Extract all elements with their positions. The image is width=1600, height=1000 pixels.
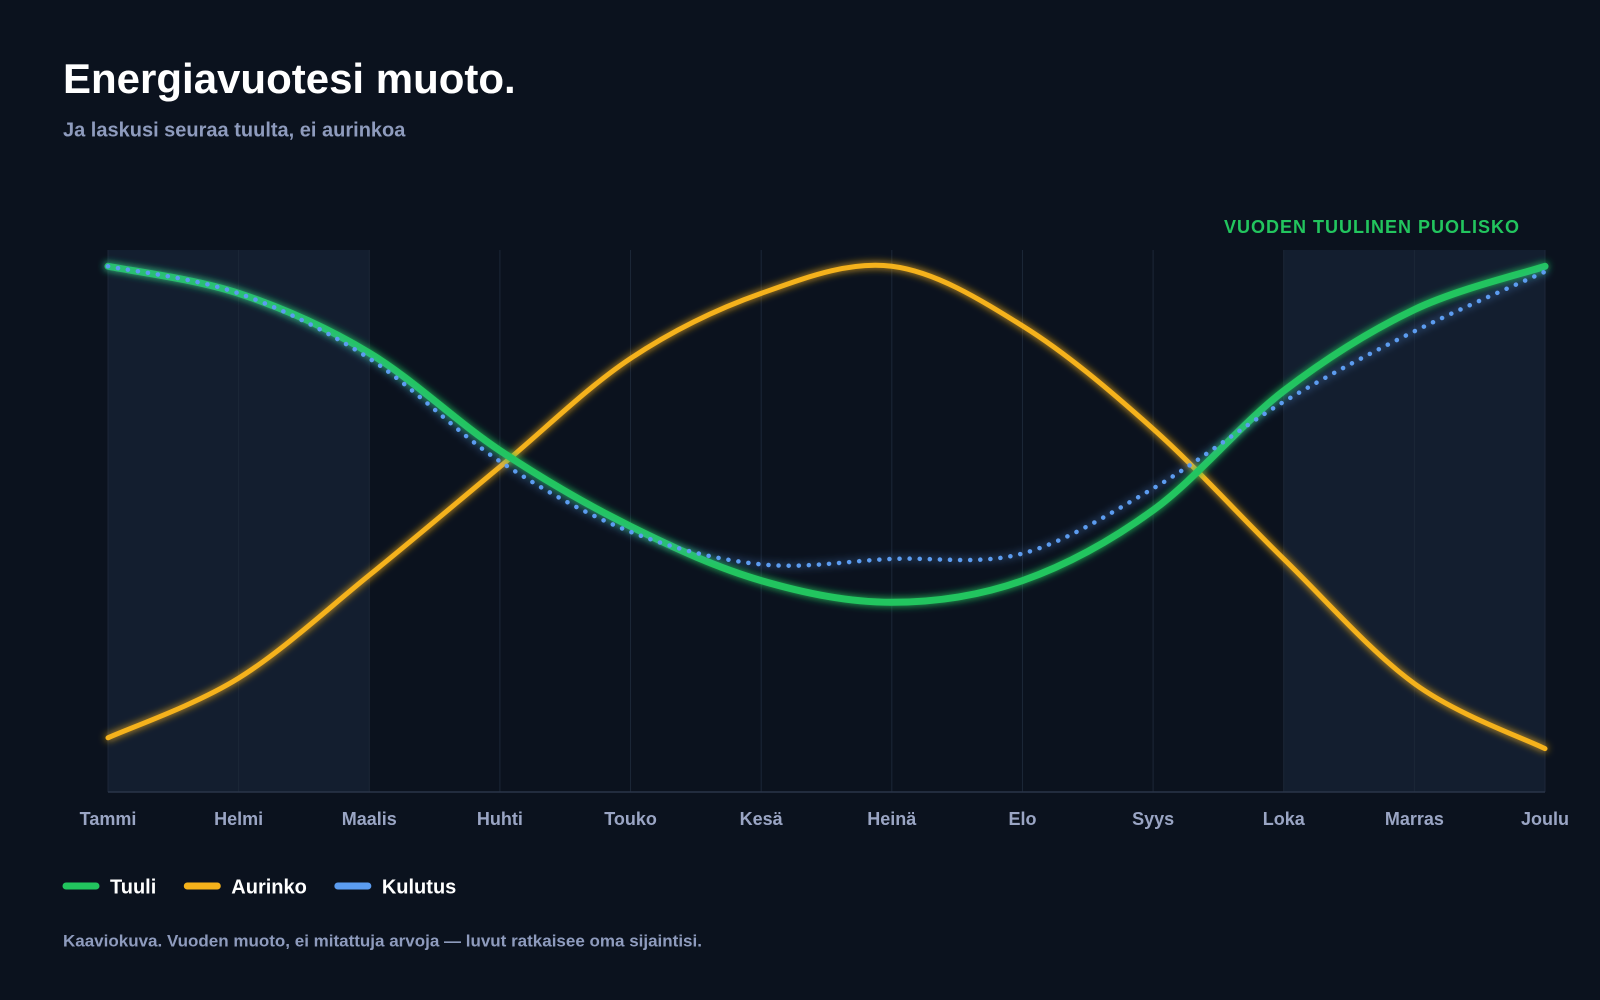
series-line (105, 262, 1548, 752)
x-tick-label: Heinä (867, 809, 917, 829)
footnote: Kaaviokuva. Vuoden muoto, ei mitattuja a… (63, 931, 702, 950)
x-tick-label: Touko (604, 809, 657, 829)
x-tick-label: Helmi (214, 809, 263, 829)
annotation: VUODEN TUULINEN PUOLISKO (1224, 217, 1520, 237)
series-line (104, 262, 1549, 606)
legend-label: Tuuli (110, 876, 156, 898)
x-tick-label: Syys (1132, 809, 1174, 829)
plot-background (107, 250, 1546, 793)
x-tick-label: Loka (1263, 809, 1306, 829)
series-line (105, 264, 1548, 568)
chart-title: Energiavuotesi muoto. (63, 55, 516, 102)
x-tick-label: Maalis (342, 809, 397, 829)
x-tick-label: Elo (1008, 809, 1036, 829)
x-tick-label: Kesä (740, 809, 784, 829)
plot-lines (104, 262, 1549, 752)
x-tick-label: Huhti (477, 809, 523, 829)
x-tick-label: Marras (1385, 809, 1444, 829)
chart-subtitle: Ja laskusi seuraa tuulta, ei aurinkoa (63, 119, 406, 141)
legend-label: Aurinko (231, 876, 307, 898)
legend-label: Kulutus (382, 876, 456, 898)
x-tick-label: Joulu (1521, 809, 1569, 829)
x-tick-label: Tammi (80, 809, 137, 829)
